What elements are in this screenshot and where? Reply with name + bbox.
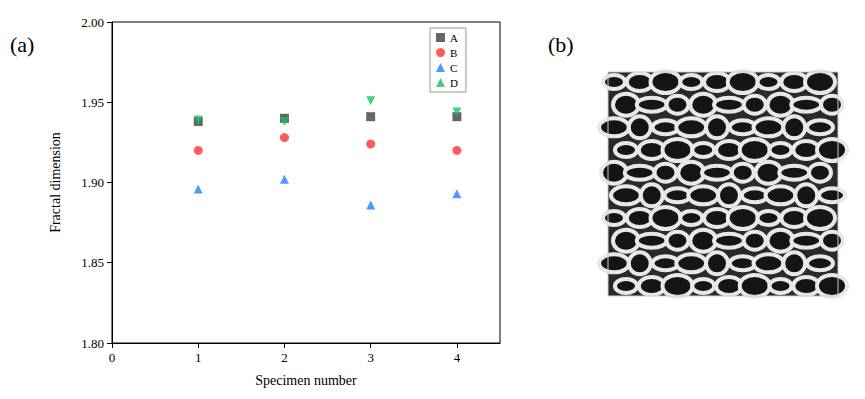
svg-text:2.00: 2.00 bbox=[81, 15, 104, 30]
svg-text:B: B bbox=[450, 47, 457, 59]
svg-text:D: D bbox=[450, 77, 458, 89]
svg-text:A: A bbox=[450, 32, 458, 44]
svg-text:0: 0 bbox=[109, 350, 116, 365]
svg-text:(a): (a) bbox=[10, 32, 34, 57]
svg-text:(b): (b) bbox=[548, 32, 574, 57]
svg-text:4: 4 bbox=[454, 350, 461, 365]
svg-text:Fractal dimension: Fractal dimension bbox=[48, 132, 63, 233]
svg-text:2: 2 bbox=[281, 350, 288, 365]
svg-text:Specimen number: Specimen number bbox=[255, 373, 357, 388]
svg-text:C: C bbox=[450, 62, 457, 74]
svg-text:1.95: 1.95 bbox=[81, 95, 104, 110]
svg-text:1.85: 1.85 bbox=[81, 255, 104, 270]
svg-text:1.90: 1.90 bbox=[81, 175, 104, 190]
svg-text:1.80: 1.80 bbox=[81, 336, 104, 351]
svg-text:1: 1 bbox=[195, 350, 202, 365]
svg-text:3: 3 bbox=[367, 350, 374, 365]
